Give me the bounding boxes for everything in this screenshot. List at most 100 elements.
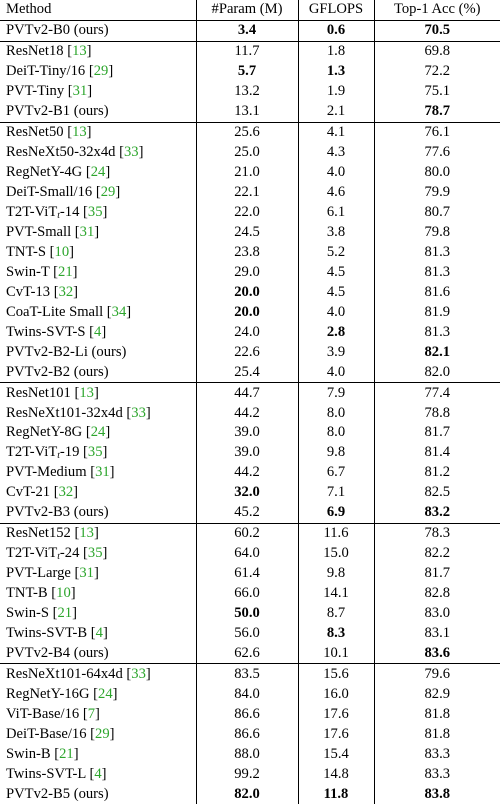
param-cell: 5.7: [195, 61, 298, 82]
gflops-cell: 4.0: [297, 162, 374, 183]
citation-link[interactable]: 21: [58, 263, 73, 280]
citation-link[interactable]: 33: [131, 665, 146, 682]
citation-link[interactable]: 35: [87, 204, 103, 220]
method-cell: Swin-S [21]: [6, 605, 77, 622]
method-cell: ResNet152 [13]: [0, 522, 196, 544]
citation-link[interactable]: 31: [79, 223, 95, 240]
gflops-cell: 5.2: [297, 242, 374, 263]
citation-link[interactable]: 13: [79, 384, 94, 401]
citation-link[interactable]: 35: [87, 444, 103, 461]
method-cell: PVT-Small [31]: [6, 223, 100, 240]
table-row: TNT-B [10] 66.0 14.1 82.8: [0, 583, 500, 604]
method-cell: ResNeXt50-32x4d [33]: [6, 144, 144, 161]
method-cell: T2T-ViTt-14 [35]: [6, 204, 108, 221]
citation-link[interactable]: 35: [87, 545, 103, 562]
method-suffix: -14: [59, 204, 80, 220]
table-row: Swin-T [21] 29.0 4.5 81.3: [0, 262, 500, 283]
citation-link[interactable]: 7: [87, 705, 95, 722]
method-cell: DeiT-Small/16 [29]: [6, 184, 121, 201]
citation-link[interactable]: 21: [59, 745, 74, 762]
method-name: DeiT-Small/16: [6, 184, 93, 201]
citation-link[interactable]: 13: [72, 124, 87, 141]
method-cell: CvT-13 [32]: [6, 283, 79, 300]
method-cell: Twins-SVT-L [4]: [6, 765, 107, 782]
method-name: RegNetY-16G: [6, 685, 90, 702]
gflops-cell: 11.6: [297, 522, 374, 544]
table-row: Twins-SVT-S [4] 24.0 2.8 81.3: [0, 322, 500, 343]
top1-acc-cell: 83.0: [373, 603, 500, 624]
citation-link[interactable]: 29: [95, 725, 110, 742]
top1-acc-cell: 79.6: [373, 663, 500, 685]
param-cell: 25.0: [195, 142, 298, 163]
citation-link[interactable]: 32: [58, 484, 74, 501]
table-row: CoaT-Lite Small [34] 20.0 4.0 81.9: [0, 302, 500, 323]
table-row: PVTv2-B1 (ours) 13.1 2.1 78.7: [0, 101, 500, 123]
citation-link[interactable]: 4: [94, 765, 102, 782]
method-subscript: t: [57, 451, 60, 462]
method-cell: PVT-Large [31]: [6, 565, 99, 582]
table-row: T2T-ViTt-14 [35] 22.0 6.1 80.7: [0, 202, 500, 223]
citation-link[interactable]: 31: [95, 464, 110, 481]
gflops-cell: 1.8: [297, 40, 374, 62]
param-cell: 44.7: [195, 382, 298, 404]
top1-acc-cell: 78.8: [373, 403, 500, 424]
citation-link[interactable]: 21: [57, 605, 73, 622]
method-subscript: t: [57, 552, 60, 563]
gflops-cell: 2.1: [297, 101, 374, 123]
gflops-cell: 10.1: [297, 643, 374, 664]
method-suffix: -19: [59, 444, 80, 461]
citation-link[interactable]: 24: [98, 685, 113, 702]
citation-link[interactable]: 32: [58, 283, 74, 300]
top1-acc-cell: 81.7: [373, 423, 500, 443]
citation-link[interactable]: 29: [100, 184, 116, 201]
method-cell: Twins-SVT-B [4]: [6, 625, 108, 642]
citation-link[interactable]: 13: [72, 43, 87, 60]
citation-link[interactable]: 10: [54, 243, 70, 260]
citation-link[interactable]: 29: [93, 63, 109, 80]
param-cell: 62.6: [195, 643, 298, 664]
citation-link[interactable]: 33: [123, 144, 139, 161]
top1-acc-cell: 83.3: [373, 744, 500, 765]
top1-acc-cell: 82.0: [373, 362, 500, 383]
param-cell: 61.4: [195, 563, 298, 584]
citation-link[interactable]: 33: [131, 404, 146, 421]
method-name: DeiT-Base/16: [6, 725, 87, 742]
param-cell: 23.8: [195, 242, 298, 263]
gflops-cell: 1.3: [297, 61, 374, 82]
top1-acc-cell: 72.2: [373, 61, 500, 82]
method-name: Twins-SVT-B: [6, 625, 88, 642]
top1-acc-cell: 81.3: [373, 262, 500, 283]
method-cell: TNT-B [10]: [6, 585, 76, 602]
citation-link[interactable]: 34: [111, 303, 127, 320]
table-row: RegNetY-4G [24] 21.0 4.0 80.0: [0, 162, 500, 183]
citation-link[interactable]: 31: [72, 83, 88, 100]
top1-acc-cell: 81.3: [373, 322, 500, 343]
table-row: PVT-Small [31] 24.5 3.8 79.8: [0, 222, 500, 243]
method-name: ResNeXt101-32x4d: [6, 404, 123, 421]
gflops-cell: 3.8: [297, 222, 374, 243]
method-name: ResNet101: [6, 384, 71, 401]
method-cell: PVTv2-B0 (ours): [0, 20, 196, 41]
method-cell: ResNeXt101-64x4d [33]: [0, 663, 196, 685]
method-name: T2T-ViT: [6, 204, 58, 220]
gflops-cell: 7.1: [297, 482, 374, 503]
citation-link[interactable]: 24: [90, 424, 106, 441]
citation-link[interactable]: 31: [79, 565, 94, 582]
top1-acc-cell: 69.8: [373, 40, 500, 62]
table-row: DeiT-Tiny/16 [29] 5.7 1.3 72.2: [0, 61, 500, 82]
method-name: ResNet18: [6, 43, 64, 60]
citation-link[interactable]: 4: [94, 323, 102, 340]
table-row: ResNet18 [13] 11.7 1.8 69.8: [0, 40, 500, 62]
table-row: PVTv2-B4 (ours) 62.6 10.1 83.6: [0, 643, 500, 664]
method-cell: DeiT-Tiny/16 [29]: [6, 63, 114, 80]
method-name: Twins-SVT-S: [6, 323, 86, 340]
citation-link[interactable]: 24: [90, 164, 106, 181]
top1-acc-cell: 82.5: [373, 482, 500, 503]
table-row: CvT-13 [32] 20.0 4.5 81.6: [0, 282, 500, 303]
table-row: T2T-ViTt-24 [35] 64.0 15.0 82.2: [0, 543, 500, 564]
param-cell: 84.0: [195, 684, 298, 705]
method-name: Swin-T: [6, 263, 50, 280]
citation-link[interactable]: 10: [56, 585, 71, 602]
citation-link[interactable]: 4: [95, 625, 103, 642]
citation-link[interactable]: 13: [79, 525, 94, 542]
